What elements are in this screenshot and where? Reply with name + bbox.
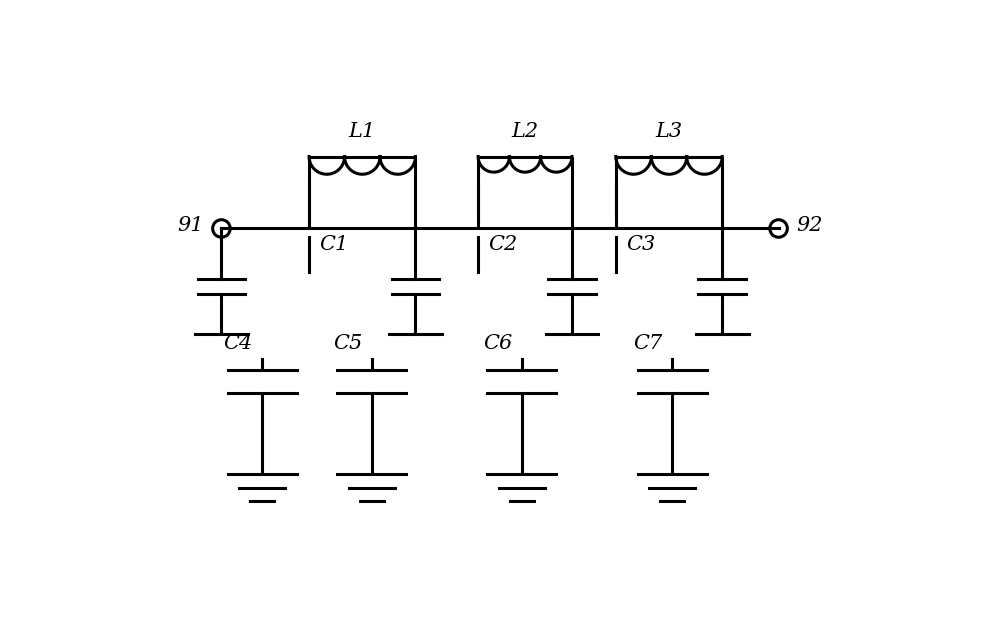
Text: 92: 92 [796, 216, 823, 235]
Text: L1: L1 [349, 122, 376, 141]
Text: C4: C4 [223, 334, 253, 353]
Text: L3: L3 [655, 122, 683, 141]
Text: C7: C7 [633, 334, 663, 353]
Text: C2: C2 [488, 235, 517, 254]
Text: C3: C3 [626, 235, 655, 254]
Text: C1: C1 [319, 235, 348, 254]
Text: L2: L2 [511, 122, 539, 141]
Text: C5: C5 [333, 334, 362, 353]
Text: C6: C6 [483, 334, 512, 353]
Text: 91: 91 [177, 216, 204, 235]
